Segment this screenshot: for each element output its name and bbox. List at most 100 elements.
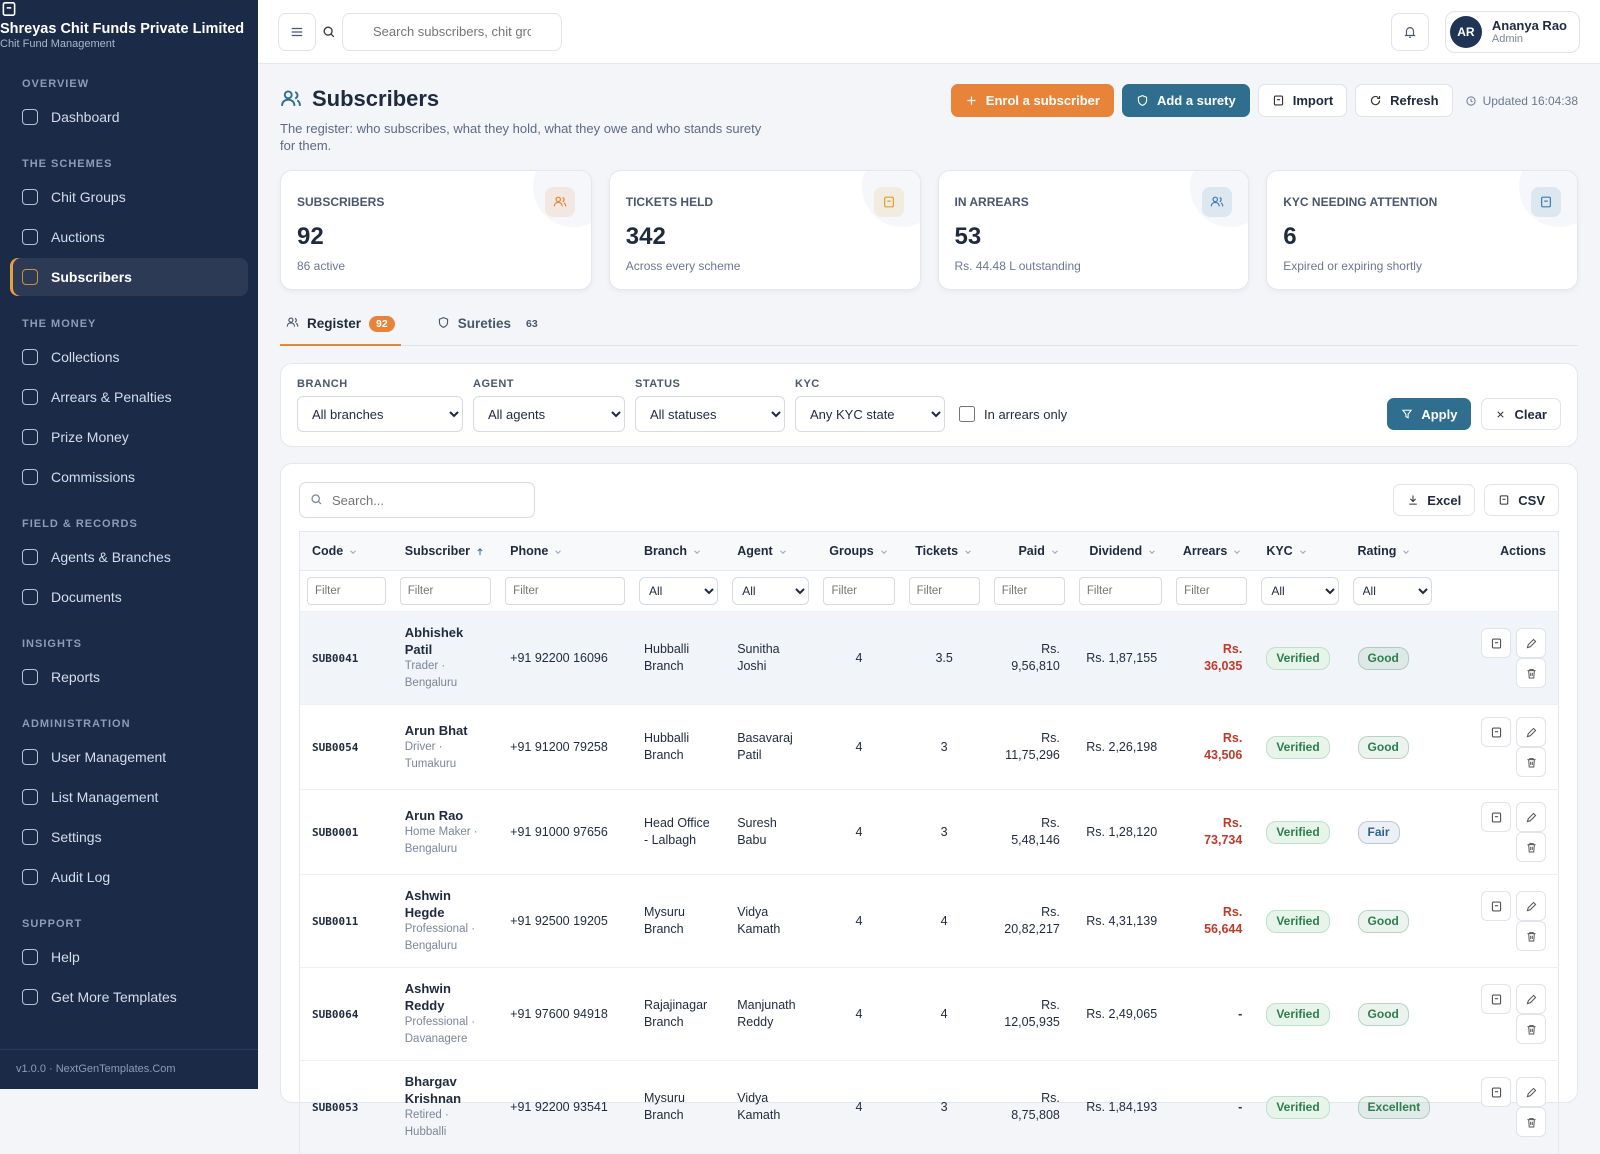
nav-item[interactable]: Reports xyxy=(10,658,248,696)
filter-select[interactable]: All agents xyxy=(473,396,625,432)
menu-button[interactable] xyxy=(278,12,316,51)
column-filter[interactable] xyxy=(993,577,1065,605)
column-filter[interactable] xyxy=(399,577,492,605)
user-menu[interactable]: AR Ananya Rao Admin xyxy=(1444,10,1580,53)
tab[interactable]: Sureties 63 xyxy=(431,316,551,346)
column-filter[interactable] xyxy=(1176,577,1248,605)
column-header[interactable]: Arrears xyxy=(1169,531,1255,571)
action-icon[interactable] xyxy=(1516,1014,1546,1044)
action-icon[interactable] xyxy=(1516,717,1546,747)
column-label: Phone xyxy=(510,544,549,558)
column-header[interactable]: Tickets xyxy=(901,531,987,571)
action-icon[interactable] xyxy=(1516,832,1546,862)
cell: 4 xyxy=(816,789,902,875)
column-header[interactable]: Code xyxy=(299,531,393,571)
action-icon[interactable] xyxy=(1481,717,1511,747)
nav-item[interactable]: Commissions xyxy=(10,458,248,496)
column-header[interactable]: Phone xyxy=(498,531,632,571)
action-icon[interactable] xyxy=(1516,984,1546,1014)
action-icon[interactable] xyxy=(1516,1077,1546,1107)
column-filter[interactable] xyxy=(908,577,980,605)
nav-item[interactable]: Prize Money xyxy=(10,418,248,456)
nav-item[interactable]: Collections xyxy=(10,338,248,376)
column-header[interactable]: KYC xyxy=(1254,531,1346,571)
column-filter[interactable]: All xyxy=(638,577,719,605)
filter-select[interactable]: All branches xyxy=(297,396,463,432)
branch: Rajajinagar Branch xyxy=(643,998,708,1029)
filter-select[interactable]: All statuses xyxy=(635,396,785,432)
nav-item[interactable]: Documents xyxy=(10,578,248,616)
checkbox[interactable] xyxy=(959,406,975,422)
action-icon[interactable] xyxy=(1516,802,1546,832)
action-button[interactable]: Import xyxy=(1257,84,1348,117)
action-icon[interactable] xyxy=(1516,921,1546,951)
subscriber-name: Arun Rao xyxy=(404,807,464,823)
action-icon[interactable] xyxy=(1516,891,1546,921)
column-filter[interactable] xyxy=(307,577,386,605)
nav-item[interactable]: Dashboard xyxy=(10,98,248,136)
apply-button[interactable]: Apply xyxy=(1387,398,1472,430)
nav-icon xyxy=(22,589,38,605)
column-header[interactable]: Agent xyxy=(725,531,817,571)
nav-item[interactable]: List Management xyxy=(10,778,248,816)
action-icon[interactable] xyxy=(1516,1107,1546,1137)
tab[interactable]: Register 92 xyxy=(280,316,401,346)
cell: Rs. 1,28,120 xyxy=(1071,789,1170,875)
export-label: Excel xyxy=(1427,492,1462,508)
arrears-checkbox[interactable]: In arrears only xyxy=(959,396,1067,432)
dividend: Rs. 2,26,198 xyxy=(1086,739,1158,754)
cell: +91 92200 16096 xyxy=(498,611,632,705)
icon xyxy=(477,547,483,555)
action-icon[interactable] xyxy=(1481,984,1511,1014)
code: SUB0053 xyxy=(312,1100,359,1114)
nav-item[interactable]: Audit Log xyxy=(10,858,248,896)
column-header[interactable]: Subscriber xyxy=(392,531,499,571)
stat-value: 342 xyxy=(625,223,666,250)
nav-item[interactable]: User Management xyxy=(10,738,248,776)
nav-item[interactable]: Agents & Branches xyxy=(10,538,248,576)
nav-item[interactable]: Arrears & Penalties xyxy=(10,378,248,416)
action-icon[interactable] xyxy=(1481,1077,1511,1107)
action-button[interactable]: Enrol a subscriber xyxy=(950,84,1114,117)
nav-item[interactable]: Get More Templates xyxy=(10,978,248,1016)
nav-item[interactable]: Subscribers xyxy=(10,258,248,296)
nav-item[interactable]: Chit Groups xyxy=(10,178,248,216)
column-filter[interactable] xyxy=(823,577,895,605)
column-filter[interactable] xyxy=(1078,577,1163,605)
column-filter[interactable]: All xyxy=(732,577,810,605)
action-icon[interactable] xyxy=(1481,628,1511,658)
icon xyxy=(883,196,894,208)
nav-label: Commissions xyxy=(51,469,136,485)
global-search[interactable] xyxy=(342,12,562,51)
export-button[interactable]: CSV xyxy=(1484,484,1559,516)
column-filter[interactable] xyxy=(505,577,625,605)
action-icon[interactable] xyxy=(1516,628,1546,658)
page-description: The register: who subscribes, what they … xyxy=(280,121,762,153)
action-icon[interactable] xyxy=(1481,891,1511,921)
table-search[interactable] xyxy=(299,482,535,518)
action-icon[interactable] xyxy=(1516,658,1546,688)
nav-icon xyxy=(22,269,38,285)
column-header[interactable]: Paid xyxy=(986,531,1072,571)
column-header[interactable]: Groups xyxy=(816,531,902,571)
nav-item[interactable]: Help xyxy=(10,938,248,976)
action-button[interactable]: Refresh xyxy=(1355,84,1453,117)
nav-item[interactable]: Auctions xyxy=(10,218,248,256)
column-header[interactable]: Dividend xyxy=(1071,531,1170,571)
column-header[interactable]: Branch xyxy=(631,531,726,571)
action-button[interactable]: Add a surety xyxy=(1121,84,1250,117)
column-filter[interactable]: All xyxy=(1352,577,1432,605)
tab-label: Sureties xyxy=(457,316,511,331)
action-icon[interactable] xyxy=(1516,747,1546,777)
column-header[interactable]: Rating xyxy=(1345,531,1439,571)
phone: +91 97600 94918 xyxy=(510,1006,608,1021)
column-filter[interactable]: All xyxy=(1261,577,1339,605)
cell: Verified xyxy=(1254,611,1346,705)
clear-button[interactable]: Clear xyxy=(1481,398,1561,430)
nav-item[interactable]: Settings xyxy=(10,818,248,856)
filter-select[interactable]: Any KYC state xyxy=(795,396,945,432)
action-icon[interactable] xyxy=(1481,802,1511,832)
export-button[interactable]: Excel xyxy=(1393,484,1476,516)
notifications[interactable] xyxy=(1390,12,1429,51)
